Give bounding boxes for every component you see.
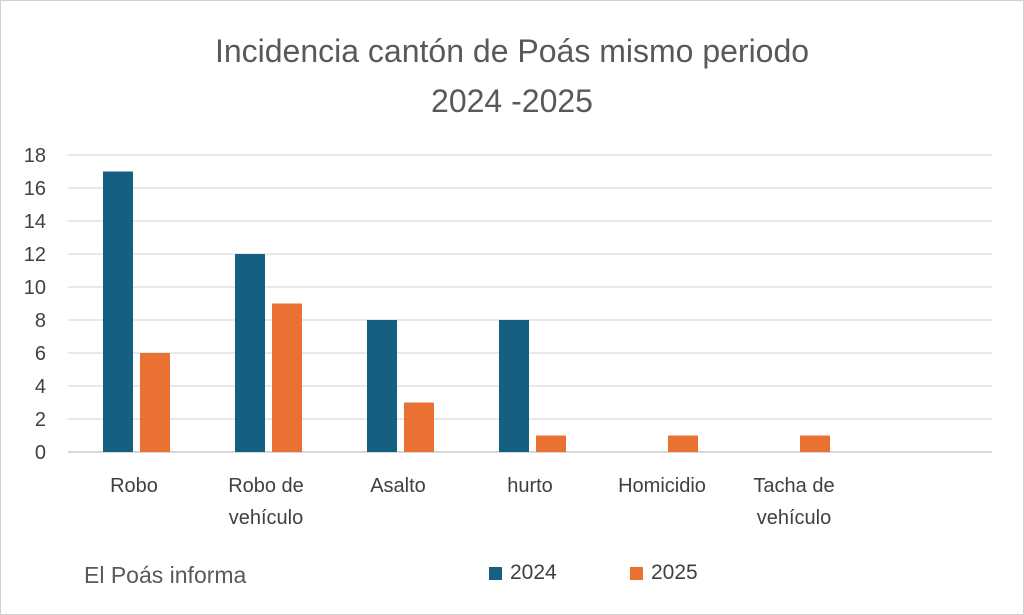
bar-2025-4 (668, 435, 698, 452)
source-label: El Poás informa (84, 562, 247, 588)
x-tick-label-0-0: Robo (110, 475, 158, 497)
bar-2025-2 (404, 402, 434, 452)
chart-title: Incidencia cantón de Poás mismo periodo … (0, 26, 1024, 126)
y-tick-label-8: 8 (35, 310, 46, 332)
chart-title-line-2: 2024 -2025 (431, 83, 593, 119)
bar-2025-3 (536, 435, 566, 452)
y-tick-label-0: 0 (35, 442, 46, 464)
bar-2025-0 (140, 353, 170, 452)
y-tick-label-12: 12 (24, 244, 46, 266)
y-tick-label-18: 18 (24, 145, 46, 167)
y-tick-label-2: 2 (35, 409, 46, 431)
x-tick-label-4-0: Homicidio (618, 475, 706, 497)
bar-2024-1 (235, 254, 265, 452)
bar-2024-2 (367, 320, 397, 452)
y-tick-label-16: 16 (24, 178, 46, 200)
x-tick-label-3-0: hurto (507, 475, 553, 497)
x-tick-label-5-1: vehículo (757, 507, 832, 529)
legend-item-2025: 2025 (630, 560, 698, 586)
x-tick-label-5-0: Tacha de (753, 475, 834, 497)
chart-title-line-1: Incidencia cantón de Poás mismo periodo (214, 33, 810, 69)
legend-swatch-2025 (630, 566, 643, 580)
bar-2025-1 (272, 303, 302, 452)
bar-2024-0 (103, 171, 133, 452)
legend-label-2024: 2024 (510, 561, 557, 584)
legend-label-2025: 2025 (651, 561, 698, 584)
legend-swatch-2024 (489, 566, 502, 580)
y-tick-label-6: 6 (35, 343, 46, 365)
y-tick-label-4: 4 (35, 376, 46, 398)
y-tick-label-14: 14 (24, 211, 46, 233)
x-tick-label-1-1: vehículo (229, 507, 304, 529)
y-tick-label-10: 10 (24, 277, 46, 299)
x-tick-label-2-0: Asalto (370, 475, 426, 497)
legend-item-2024: 2024 (489, 560, 557, 586)
x-tick-label-1-0: Robo de (228, 475, 304, 497)
bar-2025-5 (800, 435, 830, 452)
bar-2024-3 (499, 320, 529, 452)
